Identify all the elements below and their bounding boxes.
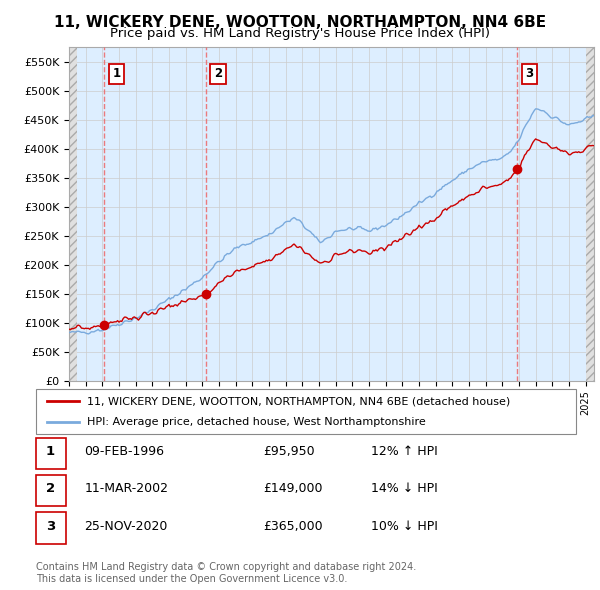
Text: 3: 3 (526, 67, 534, 80)
Text: £149,000: £149,000 (263, 483, 322, 496)
Text: 14% ↓ HPI: 14% ↓ HPI (371, 483, 437, 496)
Text: 11-MAR-2002: 11-MAR-2002 (85, 483, 169, 496)
Text: 10% ↓ HPI: 10% ↓ HPI (371, 520, 437, 533)
Text: 11, WICKERY DENE, WOOTTON, NORTHAMPTON, NN4 6BE: 11, WICKERY DENE, WOOTTON, NORTHAMPTON, … (54, 15, 546, 30)
Text: £95,950: £95,950 (263, 445, 314, 458)
Bar (69, 47, 77, 381)
Text: Contains HM Land Registry data © Crown copyright and database right 2024.
This d: Contains HM Land Registry data © Crown c… (36, 562, 416, 584)
Text: 11, WICKERY DENE, WOOTTON, NORTHAMPTON, NN4 6BE (detached house): 11, WICKERY DENE, WOOTTON, NORTHAMPTON, … (88, 396, 511, 407)
Bar (36, 512, 66, 543)
Text: 2: 2 (214, 67, 222, 80)
Bar (586, 47, 600, 381)
Text: Price paid vs. HM Land Registry's House Price Index (HPI): Price paid vs. HM Land Registry's House … (110, 27, 490, 40)
Bar (36, 438, 66, 469)
Text: 25-NOV-2020: 25-NOV-2020 (85, 520, 168, 533)
Text: 2: 2 (46, 483, 55, 496)
Text: 09-FEB-1996: 09-FEB-1996 (85, 445, 164, 458)
Bar (36, 475, 66, 506)
Text: 1: 1 (46, 445, 55, 458)
Text: £365,000: £365,000 (263, 520, 322, 533)
Text: 12% ↑ HPI: 12% ↑ HPI (371, 445, 437, 458)
Text: 3: 3 (46, 520, 55, 533)
Text: 1: 1 (113, 67, 121, 80)
Text: HPI: Average price, detached house, West Northamptonshire: HPI: Average price, detached house, West… (88, 417, 426, 427)
